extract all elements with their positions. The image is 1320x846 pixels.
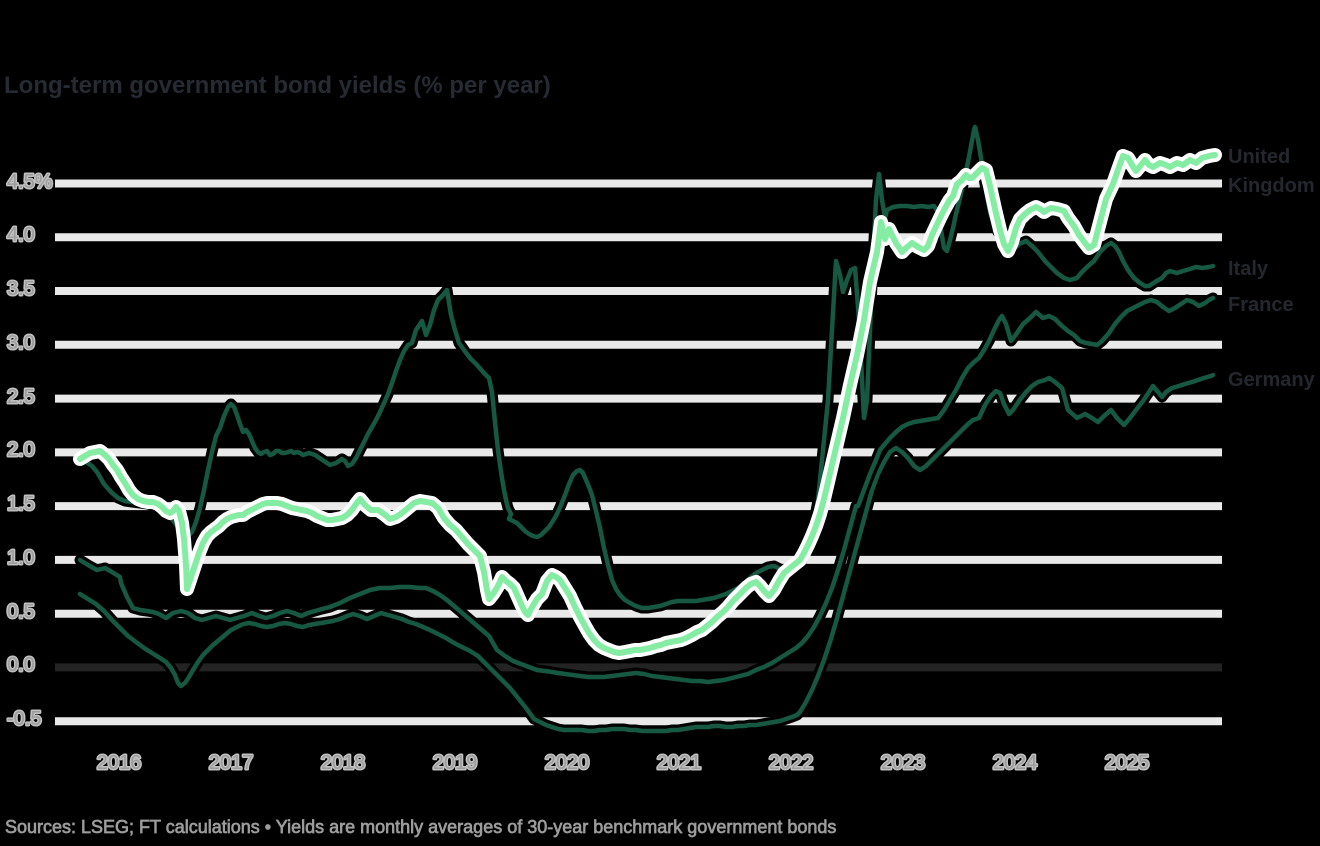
- svg-text:2023: 2023: [881, 752, 926, 774]
- svg-text:2.5: 2.5: [7, 386, 35, 408]
- svg-text:2016: 2016: [97, 752, 142, 774]
- svg-text:1.0: 1.0: [7, 547, 35, 569]
- svg-text:2019: 2019: [433, 752, 478, 774]
- svg-text:2.0: 2.0: [7, 439, 35, 461]
- svg-text:2024: 2024: [993, 752, 1038, 774]
- svg-text:0.5: 0.5: [7, 601, 35, 623]
- svg-text:3.5: 3.5: [7, 278, 35, 300]
- svg-text:4.0: 4.0: [7, 224, 35, 246]
- svg-text:2025: 2025: [1105, 752, 1150, 774]
- svg-text:1.5: 1.5: [7, 493, 35, 515]
- svg-text:0.0: 0.0: [7, 654, 35, 676]
- svg-text:2022: 2022: [769, 752, 814, 774]
- svg-text:2021: 2021: [657, 752, 702, 774]
- svg-text:-0.5: -0.5: [7, 708, 41, 730]
- svg-text:2018: 2018: [321, 752, 366, 774]
- svg-text:2020: 2020: [545, 752, 590, 774]
- svg-text:2017: 2017: [209, 752, 254, 774]
- svg-text:4.5%: 4.5%: [7, 171, 53, 193]
- svg-text:3.0: 3.0: [7, 332, 35, 354]
